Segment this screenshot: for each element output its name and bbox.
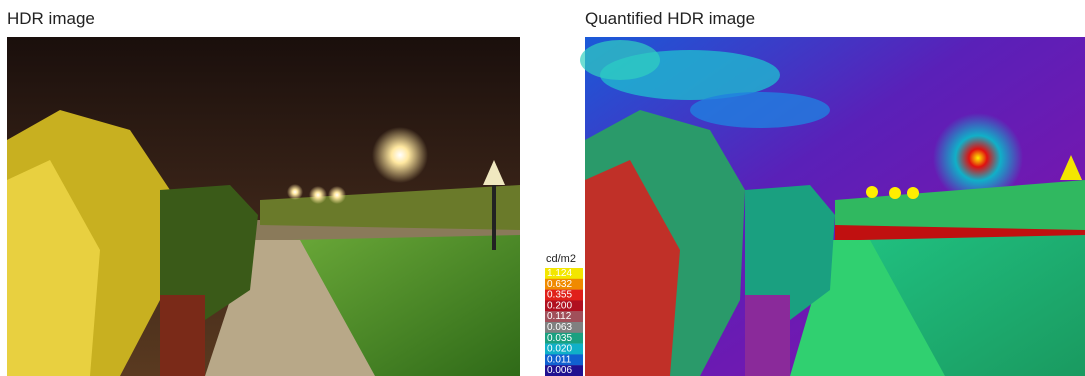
legend-label: 0.006	[547, 365, 572, 376]
legend-label: 0.020	[547, 344, 572, 355]
legend-label: 0.632	[547, 279, 572, 290]
legend-label: 0.200	[547, 300, 572, 311]
legend-label: 0.035	[547, 333, 572, 344]
panel-title: HDR image	[7, 9, 95, 28]
legend-label: 0.063	[547, 322, 572, 333]
color-legend: cd/m2 1.1240.6320.3550.2000.1120.0630.03…	[545, 253, 583, 376]
legend-unit: cd/m2	[546, 253, 576, 265]
quantified-photo	[580, 37, 1085, 376]
figure: HDR image Quantified HDR image	[0, 0, 1085, 376]
panel-title: Quantified HDR image	[585, 9, 755, 28]
legend-label: 1.124	[547, 268, 572, 279]
legend-label: 0.112	[547, 311, 572, 322]
hdr-photo	[7, 37, 520, 376]
legend-label: 0.355	[547, 290, 572, 301]
legend-label: 0.011	[547, 354, 572, 365]
